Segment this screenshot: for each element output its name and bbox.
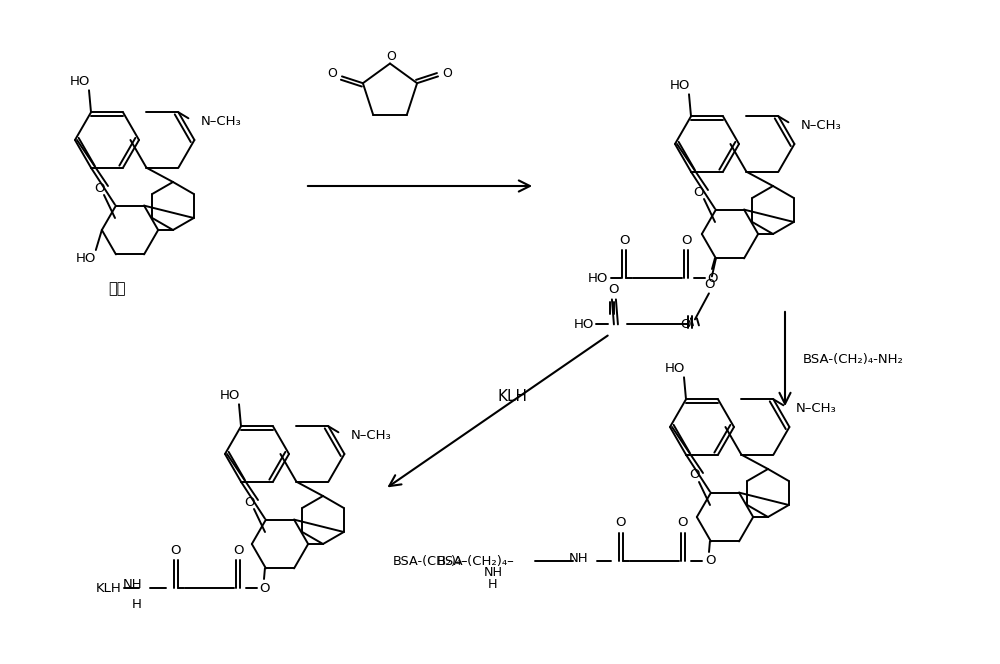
Text: KLH: KLH [498,389,528,404]
Text: O: O [244,495,254,509]
Text: O: O [705,554,715,568]
Text: HO: HO [70,75,90,88]
Text: HO: HO [665,362,685,374]
Text: KLH: KLH [96,582,122,594]
Text: NH: NH [483,566,503,580]
Text: O: O [681,234,691,246]
Text: HO: HO [574,318,594,331]
Text: N–CH₃: N–CH₃ [800,119,841,131]
Text: H: H [488,578,498,592]
Text: N–CH₃: N–CH₃ [795,402,836,415]
Text: H: H [132,598,142,610]
Text: HO: HO [588,272,608,284]
Text: O: O [616,517,626,529]
Text: HO: HO [670,79,690,92]
Text: O: O [609,283,619,296]
Text: O: O [171,544,181,556]
Text: BSA-(CH₂)₄–: BSA-(CH₂)₄– [393,554,468,568]
Text: BSA-(CH₂)₄–: BSA-(CH₂)₄– [437,554,515,568]
Text: O: O [386,50,396,63]
Text: O: O [233,544,243,556]
Text: 咐啊: 咐啊 [108,282,126,297]
Text: O: O [94,181,104,195]
Text: O: O [678,517,688,529]
Text: HO: HO [76,252,96,266]
Text: O: O [708,272,718,284]
Text: O: O [619,234,629,246]
Text: NH: NH [122,578,142,592]
Text: HO: HO [220,389,240,402]
Text: N–CH₃: N–CH₃ [200,115,241,127]
Text: O: O [689,469,699,481]
Text: O: O [681,318,691,331]
Text: O: O [328,67,337,80]
Text: N–CH₃: N–CH₃ [350,429,391,442]
Text: BSA-(CH₂)₄-NH₂: BSA-(CH₂)₄-NH₂ [803,353,904,365]
Text: NH: NH [568,552,588,566]
Text: O: O [705,278,715,291]
Text: O: O [260,582,270,594]
Text: O: O [694,185,704,199]
Text: O: O [443,67,452,80]
